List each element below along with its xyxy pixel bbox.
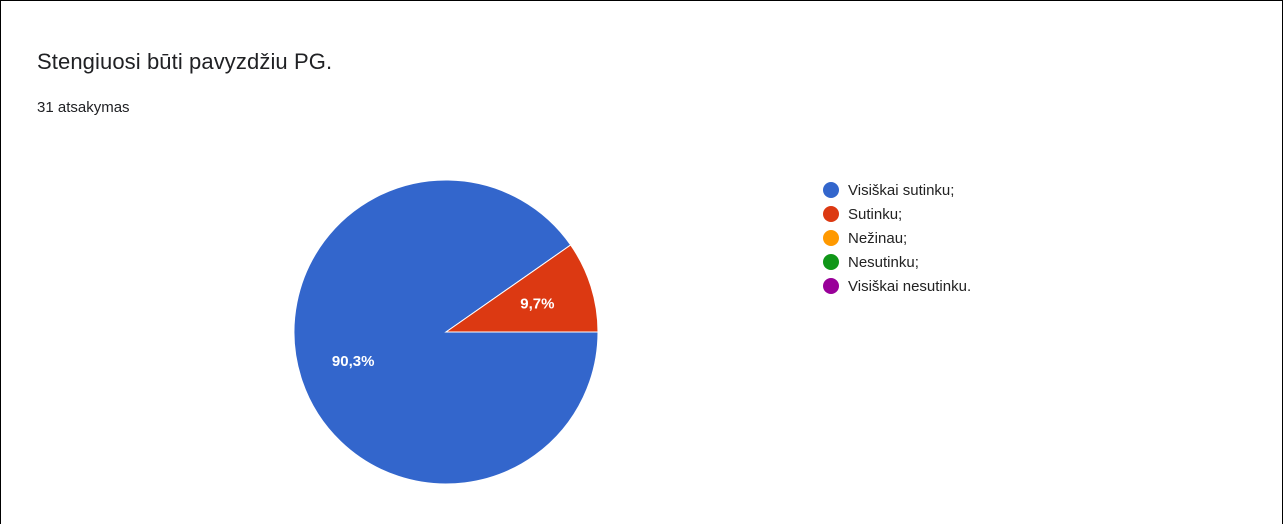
response-count: 31 atsakymas bbox=[37, 99, 130, 116]
legend-label-2: Sutinku; bbox=[848, 205, 903, 223]
pie-slice-label-1: 90,3% bbox=[332, 353, 375, 370]
legend-label-4: Nesutinku; bbox=[848, 253, 919, 271]
legend-label-5: Visiškai nesutinku. bbox=[848, 277, 972, 295]
pie-slice-1[interactable] bbox=[293, 179, 599, 485]
pie-labels: 90,3% 9,7% bbox=[332, 295, 555, 370]
pie-slice-label-2: 9,7% bbox=[520, 295, 554, 312]
legend-swatch-1 bbox=[823, 182, 839, 198]
question-title: Stengiuosi būti pavyzdžiu PG. bbox=[37, 49, 333, 74]
legend-item-2[interactable]: Sutinku; bbox=[823, 202, 971, 226]
legend-item-4[interactable]: Nesutinku; bbox=[823, 250, 971, 274]
legend-item-3[interactable]: Nežinau; bbox=[823, 226, 971, 250]
legend-item-5[interactable]: Visiškai nesutinku. bbox=[823, 274, 971, 298]
legend-swatch-5 bbox=[823, 278, 839, 294]
legend-swatch-4 bbox=[823, 254, 839, 270]
legend-swatch-3 bbox=[823, 230, 839, 246]
chart-legend: Visiškai sutinku; Sutinku; Nežinau; Nesutin… bbox=[823, 178, 971, 298]
pie-slices bbox=[293, 179, 599, 485]
pie-slice-2[interactable] bbox=[444, 244, 599, 333]
legend-swatch-2 bbox=[823, 206, 839, 222]
legend-label-3: Nežinau; bbox=[848, 229, 908, 247]
legend-item-1[interactable]: Visiškai sutinku; bbox=[823, 178, 971, 202]
legend-label-1: Visiškai sutinku; bbox=[848, 181, 955, 199]
